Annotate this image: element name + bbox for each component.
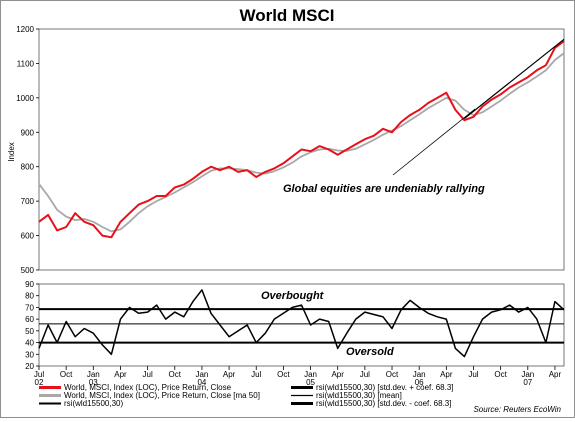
x-tick-label: Apr — [223, 370, 236, 379]
x-tick-label: Jan — [521, 370, 534, 379]
x-year-label: 02 — [35, 378, 44, 387]
x-axis-ticks: Jul Oct Jan Apr Jul Oct Jan Apr Jul Oct Jan Apr Jul O… — [34, 366, 562, 387]
x-tick-label: Oct — [60, 370, 73, 379]
y-axis-label: Index — [7, 142, 16, 162]
chart-title: World MSCI — [239, 6, 334, 25]
rsi-y-tick-label: 90 — [25, 280, 34, 289]
price-y-tick-label: 900 — [21, 128, 35, 137]
rsi-y-tick-label: 20 — [25, 362, 34, 371]
price-y-ticks: 500 600 700 800 900 1000 1100 1200 — [16, 25, 39, 275]
annotation-pointer — [392, 108, 476, 176]
x-year-label: 03 — [89, 378, 98, 387]
x-tick-label: Apr — [549, 370, 562, 379]
trendline — [464, 38, 565, 119]
annotation-rally: Global equities are undeniably rallying — [283, 183, 485, 195]
legend: World, MSCI, Index (LOC), Price Return, … — [39, 383, 453, 408]
price-y-tick-label: 500 — [21, 266, 35, 275]
x-tick-label: Jul — [468, 370, 478, 379]
price-y-tick-label: 600 — [21, 232, 35, 241]
series-rsi-line — [38, 289, 565, 358]
source-note: Source: Reuters EcoWin — [473, 405, 561, 414]
legend-label: World, MSCI, Index (LOC), Price Return, … — [64, 391, 260, 400]
rsi-y-tick-label: 70 — [25, 303, 34, 312]
x-tick-label: Jan — [413, 370, 426, 379]
x-tick-label: Jan — [304, 370, 317, 379]
annotation-overbought: Overbought — [261, 290, 325, 302]
x-tick-label: Apr — [114, 370, 127, 379]
price-y-tick-label: 1000 — [16, 94, 34, 103]
rsi-y-tick-label: 40 — [25, 339, 34, 348]
x-tick-label: Jan — [87, 370, 100, 379]
x-year-label: 07 — [523, 378, 532, 387]
legend-label: rsi(wld15500,30) — [64, 399, 123, 408]
legend-label: rsi(wld15500,30) [std.dev. - coef. 68.3] — [316, 399, 451, 408]
x-tick-label: Oct — [386, 370, 399, 379]
series-close-line — [38, 40, 565, 239]
annotation-oversold: Oversold — [346, 346, 394, 358]
price-y-tick-label: 1200 — [16, 25, 34, 34]
x-tick-label: Jul — [360, 370, 370, 379]
price-y-tick-label: 800 — [21, 163, 35, 172]
rsi-series-group — [38, 289, 565, 358]
x-tick-label: Jan — [195, 370, 208, 379]
x-tick-label: Jul — [34, 370, 44, 379]
x-tick-label: Oct — [169, 370, 182, 379]
rsi-panel — [38, 283, 565, 367]
price-y-tick-label: 1100 — [17, 59, 35, 68]
price-y-tick-label: 700 — [21, 197, 35, 206]
x-tick-label: Oct — [494, 370, 507, 379]
x-tick-label: Oct — [277, 370, 290, 379]
rsi-y-tick-label: 50 — [25, 327, 34, 336]
legend-label: rsi(wld15500,30) [mean] — [316, 391, 402, 400]
legend-label: rsi(wld15500,30) [std.dev. + coef. 68.3] — [316, 383, 453, 392]
legend-label: World, MSCI, Index (LOC), Price Return, … — [64, 383, 232, 392]
rsi-reference-lines — [39, 308, 564, 344]
rsi-y-tick-label: 30 — [25, 350, 34, 359]
series-ma50-line — [38, 52, 565, 233]
price-panel — [38, 28, 565, 271]
rsi-y-ticks: 20 30 40 50 60 70 80 90 — [25, 280, 39, 371]
x-tick-label: Jul — [143, 370, 153, 379]
x-tick-label: Apr — [440, 370, 453, 379]
x-year-label: 06 — [415, 378, 424, 387]
x-tick-label: Apr — [331, 370, 344, 379]
x-tick-label: Jul — [251, 370, 261, 379]
price-series-group — [38, 40, 565, 239]
rsi-y-tick-label: 80 — [25, 292, 34, 301]
x-year-label: 05 — [306, 378, 315, 387]
x-year-label: 04 — [197, 378, 206, 387]
rsi-y-tick-label: 60 — [25, 315, 34, 324]
